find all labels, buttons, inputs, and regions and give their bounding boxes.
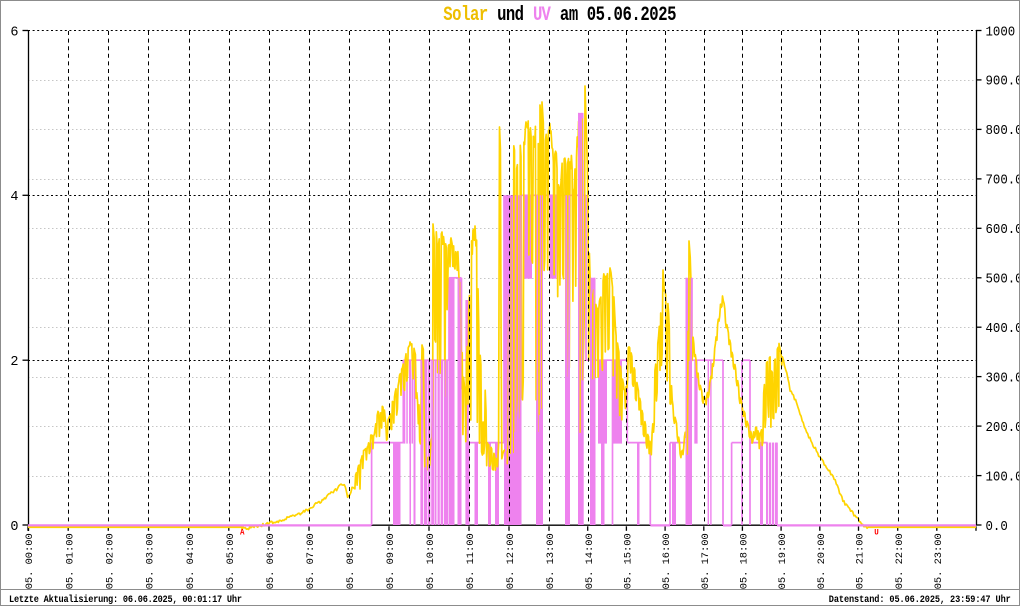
svg-text:UV: UV	[533, 4, 551, 26]
svg-text:0: 0	[10, 520, 18, 535]
svg-text:Datenstand: 05.06.2025, 23:59:: Datenstand: 05.06.2025, 23:59:47 Uhr	[829, 593, 1011, 605]
svg-text:und: und	[497, 4, 524, 26]
svg-text:05. 14:00: 05. 14:00	[584, 533, 596, 589]
svg-text:2: 2	[10, 355, 18, 370]
svg-text:A: A	[240, 529, 245, 538]
svg-text:05. 08:00: 05. 08:00	[345, 533, 357, 589]
svg-text:200.0: 200.0	[986, 421, 1020, 436]
svg-text:1000: 1000	[986, 25, 1016, 40]
svg-text:400.0: 400.0	[986, 322, 1020, 337]
svg-text:05. 06:00: 05. 06:00	[265, 533, 277, 589]
svg-text:05. 12:00: 05. 12:00	[505, 533, 517, 589]
svg-text:6: 6	[10, 25, 18, 40]
svg-text:05. 05:00: 05. 05:00	[225, 533, 237, 589]
svg-text:Solar: Solar	[443, 4, 488, 26]
svg-text:05. 03:00: 05. 03:00	[145, 533, 157, 589]
svg-text:05. 04:00: 05. 04:00	[185, 533, 197, 589]
svg-text:05. 07:00: 05. 07:00	[305, 533, 317, 589]
svg-text:05. 10:00: 05. 10:00	[425, 533, 437, 589]
svg-text:900.0: 900.0	[986, 75, 1020, 90]
svg-text:700.0: 700.0	[986, 174, 1020, 189]
svg-text:05. 02:00: 05. 02:00	[104, 533, 116, 589]
svg-text:U: U	[874, 529, 879, 538]
svg-text:05. 00:00: 05. 00:00	[24, 533, 36, 589]
svg-text:05. 01:00: 05. 01:00	[64, 533, 76, 589]
svg-text:4: 4	[10, 190, 18, 205]
svg-text:05. 23:00: 05. 23:00	[933, 533, 945, 589]
svg-text:am 05.06.2025: am 05.06.2025	[560, 4, 677, 26]
svg-text:05. 16:00: 05. 16:00	[661, 533, 673, 589]
svg-text:600.0: 600.0	[986, 223, 1020, 238]
svg-text:Letzte Aktualisierung: 06.06.2: Letzte Aktualisierung: 06.06.2025, 00:01…	[9, 593, 242, 605]
svg-text:05. 13:00: 05. 13:00	[545, 533, 557, 589]
svg-text:0.0: 0.0	[986, 520, 1008, 535]
svg-text:05. 19:00: 05. 19:00	[777, 533, 789, 589]
svg-text:05. 09:00: 05. 09:00	[385, 533, 397, 589]
svg-text:05. 21:00: 05. 21:00	[855, 533, 867, 589]
svg-text:05. 18:00: 05. 18:00	[739, 533, 751, 589]
svg-text:300.0: 300.0	[986, 371, 1020, 386]
svg-text:800.0: 800.0	[986, 124, 1020, 139]
svg-text:500.0: 500.0	[986, 273, 1020, 288]
svg-text:05. 22:00: 05. 22:00	[894, 533, 906, 589]
svg-text:05. 17:00: 05. 17:00	[700, 533, 712, 589]
svg-text:100.0: 100.0	[986, 470, 1020, 485]
svg-text:05. 11:00: 05. 11:00	[465, 533, 477, 589]
svg-text:05. 20:00: 05. 20:00	[816, 533, 828, 589]
svg-text:05. 15:00: 05. 15:00	[623, 533, 635, 589]
